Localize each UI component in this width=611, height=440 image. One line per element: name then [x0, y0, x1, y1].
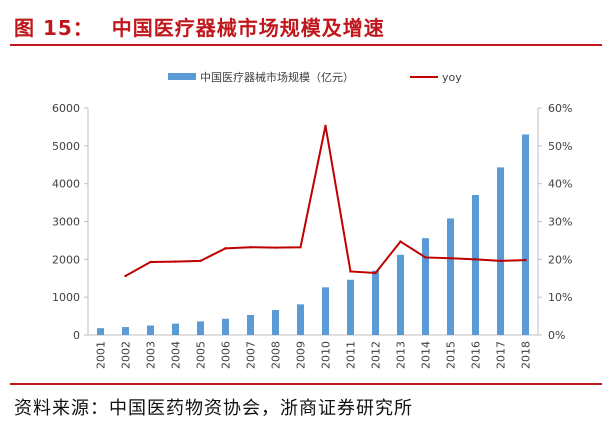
- x-tick-label: 2009: [295, 341, 308, 369]
- yoy-point-2011: [349, 270, 352, 273]
- bar-2015: [447, 218, 454, 335]
- yoy-point-2016: [474, 258, 477, 261]
- bar-2002: [122, 327, 129, 335]
- legend-line-label: yoy: [442, 71, 462, 84]
- figure-label: 图 15：: [14, 16, 94, 40]
- x-tick-label: 2011: [345, 341, 358, 369]
- y-right-tick-label: 20%: [548, 253, 572, 266]
- title-rule: [10, 44, 602, 46]
- y-left-tick-label: 5000: [52, 140, 80, 153]
- x-tick-label: 2014: [420, 341, 433, 369]
- bar-2001: [97, 328, 104, 335]
- yoy-point-2005: [199, 259, 202, 263]
- yoy-point-2004: [174, 260, 177, 263]
- x-tick-label: 2008: [270, 341, 283, 369]
- yoy-point-2008: [274, 246, 277, 249]
- yoy-point-2009: [299, 246, 302, 249]
- y-right-tick-label: 40%: [548, 178, 572, 191]
- bar-2017: [497, 167, 504, 335]
- bar-2006: [222, 318, 229, 335]
- source-note: 资料来源：中国医药物资协会，浙商证券研究所: [14, 398, 413, 419]
- yoy-point-2007: [249, 246, 252, 249]
- x-tick-label: 2003: [145, 341, 158, 369]
- x-tick-label: 2017: [495, 341, 508, 369]
- bar-2016: [472, 195, 479, 335]
- y-right-tick-label: 30%: [548, 216, 572, 229]
- yoy-point-2018: [524, 258, 527, 262]
- figure-title-text: 中国医疗器械市场规模及增速: [111, 16, 385, 40]
- yoy-point-2017: [499, 259, 502, 263]
- yoy-point-2014: [424, 256, 427, 259]
- yoy-point-2012: [374, 271, 377, 275]
- bar-2008: [272, 310, 279, 335]
- bar-2012: [372, 270, 379, 335]
- yoy-point-2010: [324, 124, 327, 127]
- y-left-tick-label: 4000: [52, 178, 80, 191]
- bar-2018: [522, 134, 529, 335]
- x-tick-label: 2016: [470, 341, 483, 369]
- yoy-point-2003: [149, 260, 152, 264]
- y-left-tick-label: 6000: [52, 102, 80, 115]
- bar-2010: [322, 287, 329, 335]
- yoy-point-2013: [399, 240, 402, 243]
- y-right-tick-label: 50%: [548, 140, 572, 153]
- y-right-tick-label: 60%: [548, 102, 572, 115]
- y-left-tick-label: 0: [73, 329, 80, 342]
- bar-2013: [397, 254, 404, 335]
- bar-2004: [172, 323, 179, 335]
- y-left-tick-label: 3000: [52, 216, 80, 229]
- source-rule: [10, 383, 602, 385]
- yoy-point-2006: [224, 247, 227, 250]
- y-left-tick-label: 2000: [52, 253, 80, 266]
- x-tick-label: 2013: [395, 341, 408, 369]
- bar-2005: [197, 321, 204, 335]
- figure-title: 图 15： 中国医疗器械市场规模及增速: [14, 12, 385, 41]
- x-tick-label: 2018: [520, 341, 533, 369]
- x-tick-label: 2006: [220, 341, 233, 369]
- x-tick-label: 2010: [320, 341, 333, 369]
- bar-2007: [247, 314, 254, 335]
- yoy-point-2002: [124, 274, 127, 278]
- x-tick-label: 2004: [170, 341, 183, 369]
- yoy-point-2015: [449, 256, 452, 260]
- x-tick-label: 2002: [120, 341, 133, 369]
- y-right-tick-label: 10%: [548, 291, 572, 304]
- y-right-tick-label: 0%: [548, 329, 565, 342]
- x-tick-label: 2005: [195, 341, 208, 369]
- y-left-tick-label: 1000: [52, 291, 80, 304]
- yoy-line: [125, 125, 526, 277]
- bar-2014: [422, 238, 429, 335]
- x-tick-label: 2007: [245, 341, 258, 369]
- legend-bar-label: 中国医疗器械市场规模（亿元）: [200, 70, 354, 84]
- x-tick-label: 2001: [95, 341, 108, 369]
- bar-2003: [147, 325, 154, 335]
- legend-bar-swatch: [168, 73, 196, 80]
- x-tick-label: 2015: [445, 341, 458, 369]
- x-tick-label: 2012: [370, 341, 383, 369]
- bar-2009: [297, 304, 304, 335]
- bar-2011: [347, 279, 354, 335]
